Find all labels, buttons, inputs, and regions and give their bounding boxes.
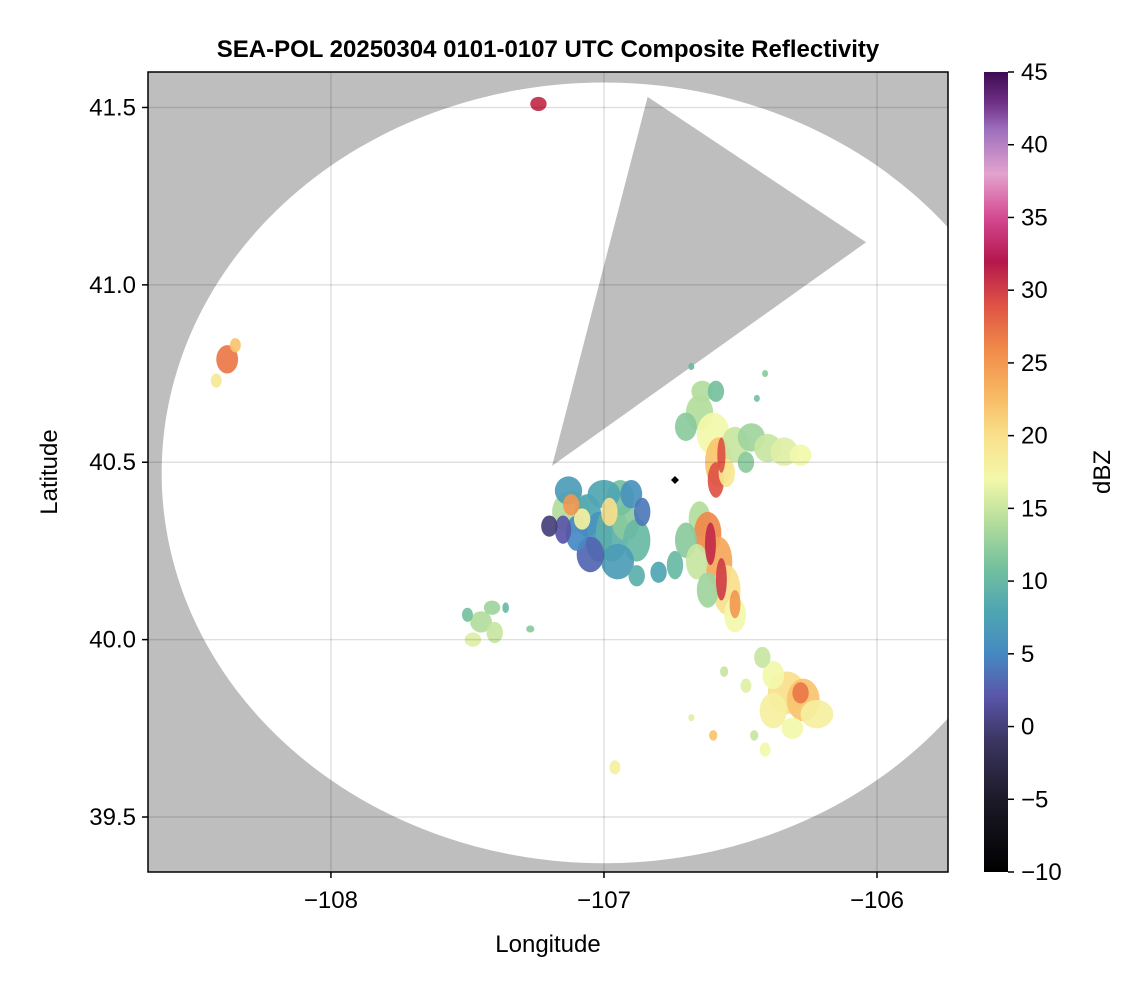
echo-cluster: [740, 646, 834, 739]
echo-cell: [789, 444, 812, 466]
echo-cell: [666, 550, 684, 580]
y-tick-label: 40.5: [89, 449, 136, 476]
colorbar-tick-label: 15: [1021, 495, 1048, 522]
echo-cell: [707, 380, 725, 402]
echo-cell: [717, 437, 726, 473]
echo-cell: [634, 497, 651, 527]
x-axis: −108 −107 −106: [304, 872, 904, 914]
echo-cell: [650, 561, 667, 583]
echo-cell: [530, 96, 547, 112]
echo-cell: [696, 572, 719, 608]
echo-cell: [210, 373, 222, 388]
echo-cell: [470, 611, 493, 633]
echo-cell: [674, 412, 697, 441]
echo-cell: [486, 621, 503, 644]
chart-title: SEA-POL 20250304 0101-0107 UTC Composite…: [217, 36, 880, 63]
y-tick-label: 40.0: [89, 627, 136, 654]
echo-cell: [750, 730, 759, 741]
echo-cell: [609, 760, 621, 775]
grid-lines: [148, 72, 948, 872]
colorbar: −10 −5 0 5 10 15 20 25 30 35 40 45 dBZ: [984, 59, 1116, 886]
echo-cell: [759, 692, 787, 729]
echo-cell: [688, 362, 695, 371]
echo-cell: [563, 494, 580, 516]
colorbar-tick-label: 30: [1021, 277, 1048, 304]
echo-cell: [781, 717, 804, 739]
y-axis: 39.5 40.0 40.5 41.0 41.5: [89, 94, 148, 831]
echo-cell: [573, 508, 591, 530]
echo-cell: [762, 660, 785, 690]
echo-cell: [737, 451, 755, 473]
y-tick-label: 41.0: [89, 272, 136, 299]
echo-cluster: [530, 96, 547, 112]
colorbar-tick-label: 40: [1021, 132, 1048, 159]
echo-cell: [229, 338, 241, 353]
echo-cluster: [609, 362, 771, 775]
echo-cell: [759, 742, 771, 757]
echo-cell: [691, 380, 714, 402]
echo-cluster: [461, 600, 535, 647]
x-tick-label: −108: [304, 887, 358, 914]
echo-cell: [464, 632, 482, 647]
echo-cell: [601, 543, 635, 580]
echo-cell: [762, 370, 769, 378]
x-tick-label: −107: [577, 887, 631, 914]
echo-cluster: [541, 476, 651, 587]
plot-area[interactable]: [148, 72, 1046, 872]
echo-cell: [709, 730, 718, 741]
echo-cluster: [674, 380, 812, 498]
echo-cell: [483, 600, 501, 615]
echo-cell: [704, 522, 716, 566]
y-tick-label: 41.5: [89, 94, 136, 121]
echo-cell: [729, 589, 741, 619]
echo-cell: [754, 646, 771, 669]
colorbar-tick-label: 45: [1021, 59, 1048, 86]
x-tick-label: −106: [850, 887, 904, 914]
plot-frame: [147, 71, 949, 873]
x-axis-label: Longitude: [495, 931, 600, 958]
echo-cell: [461, 607, 473, 622]
echo-cell: [685, 543, 708, 580]
echo-cluster: [650, 501, 746, 633]
colorbar-tick-label: 5: [1021, 641, 1034, 668]
echo-cell: [628, 565, 645, 587]
colorbar-tick-label: 35: [1021, 204, 1048, 231]
colorbar-tick-label: 25: [1021, 350, 1048, 377]
echo-cell: [216, 345, 239, 374]
radar-site-marker: [670, 475, 679, 484]
echo-cell: [792, 682, 809, 704]
echo-cell: [554, 515, 572, 544]
echo-cell: [688, 714, 695, 722]
colorbar-tick-label: −5: [1021, 786, 1048, 813]
colorbar-tick-label: −10: [1021, 859, 1062, 886]
echo-cell: [720, 666, 729, 677]
echo-cell: [526, 625, 535, 633]
echo-cell: [753, 394, 760, 402]
colorbar-tick-label: 20: [1021, 423, 1048, 450]
colorbar-tick-label: 10: [1021, 568, 1048, 595]
echo-cell: [740, 678, 752, 693]
echo-cell: [502, 602, 509, 614]
echo-cell: [541, 515, 558, 537]
colorbar-tick-label: 0: [1021, 714, 1034, 741]
echo-cell: [800, 699, 834, 729]
y-tick-label: 39.5: [89, 804, 136, 831]
radar-coverage-area: [161, 82, 948, 864]
y-axis-label: Latitude: [36, 429, 63, 514]
reflectivity-echoes: [210, 96, 834, 775]
colorbar-label: dBZ: [1089, 450, 1116, 494]
echo-cell: [620, 479, 643, 509]
colorbar-ticks: −10 −5 0 5 10 15 20 25 30 35 40 45: [1008, 59, 1062, 886]
echo-cell: [601, 497, 618, 527]
echo-cluster: [210, 338, 241, 388]
echo-cell: [715, 558, 727, 601]
colorbar-gradient: [984, 72, 1008, 872]
